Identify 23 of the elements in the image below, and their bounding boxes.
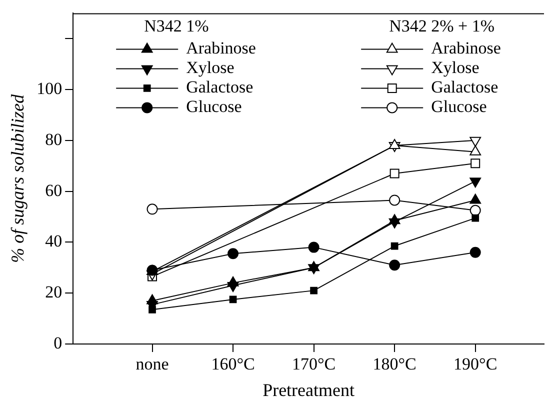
x-axis-title: Pretreatment [262,380,355,400]
y-tick-label: 100 [36,79,62,98]
legend-label: Galactose [431,78,498,97]
legend-label: Arabinose [431,38,501,58]
y-tick-label: 80 [45,130,62,149]
y-tick-label: 60 [45,180,62,200]
legend-label: Xylose [431,58,480,78]
y-tick-label: 20 [45,282,62,302]
legend-label: Arabinose [186,38,256,58]
y-axis-title: % of sugars solubilized [8,93,28,263]
x-tick-label: 170°C [292,354,336,374]
legend-label: Galactose [186,78,254,97]
legend-label: Glucose [186,97,242,116]
y-tick-label: 0 [54,333,62,352]
y-tick-label: 40 [45,232,62,251]
annotation: N342 1% [144,16,209,36]
x-tick-label: none [136,354,169,374]
x-tick-label: 160°C [211,354,255,374]
legend-label: Xylose [186,58,234,78]
x-tick-label: 190°C [454,354,498,374]
legend-label: Glucose [431,97,487,116]
annotation: N342 2% + 1% [389,16,495,36]
x-tick-label: 180°C [372,354,416,374]
